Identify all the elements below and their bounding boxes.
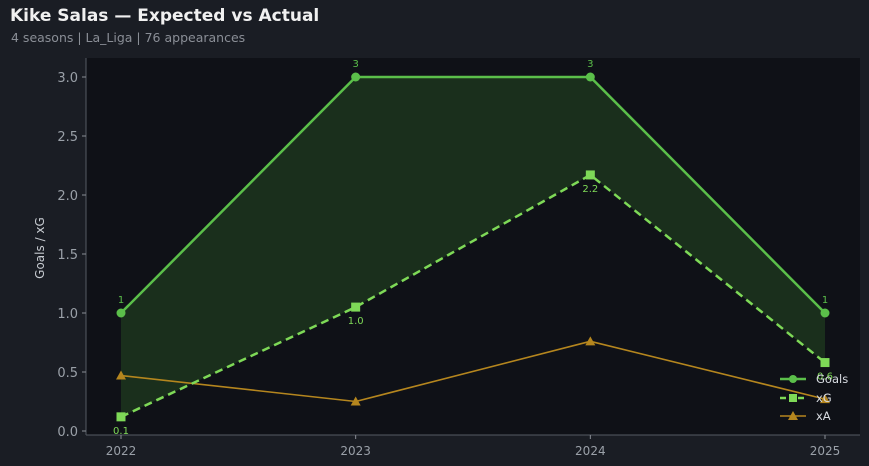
goals-data-label: 1: [822, 295, 828, 306]
legend-label-xa: xA: [816, 409, 831, 423]
goals-marker: [820, 308, 830, 318]
chart-subtitle: 4 seasons | La_Liga | 76 appearances: [11, 30, 246, 45]
xa-marker: [585, 336, 596, 346]
x-tick-label: 2024: [575, 444, 606, 458]
goals-data-label: 1: [118, 295, 124, 306]
legend-marker-goals: [789, 375, 797, 383]
legend-label-xg: xG: [816, 391, 832, 405]
y-tick-label: 1.5: [57, 248, 78, 263]
series-line-xa: [120, 340, 826, 403]
goals-marker: [351, 72, 361, 82]
goals-marker: [585, 72, 595, 82]
x-tick-label: 2025: [810, 444, 841, 458]
series-line-goals: [120, 75, 826, 314]
chart-title: Kike Salas — Expected vs Actual: [10, 6, 320, 26]
xa-marker: [350, 396, 361, 406]
xg-marker: [585, 170, 595, 180]
goals-xg-fill: [121, 77, 825, 417]
x-tick-label: 2022: [106, 444, 137, 458]
xg-marker: [820, 358, 830, 368]
goals-data-label: 3: [352, 59, 358, 70]
y-tick-label: 0.0: [57, 425, 78, 440]
goals-data-label: 3: [587, 59, 593, 70]
xa-marker: [116, 370, 126, 380]
xg-data-label: 0.1: [113, 426, 129, 437]
y-axis-label: Goals / xG: [33, 217, 47, 279]
series-line-xg: [120, 173, 826, 418]
xa-marker: [820, 394, 830, 404]
xg-marker: [351, 302, 361, 312]
xg-data-label: 1.0: [348, 316, 364, 327]
xg-marker: [116, 412, 126, 422]
x-tick-label: 2023: [340, 444, 371, 458]
y-tick-label: 2.0: [57, 189, 78, 204]
xg-data-label: 2.2: [582, 184, 598, 195]
y-tick-label: 3.0: [57, 71, 78, 86]
xg-data-label: 0.6: [817, 372, 833, 383]
legend-marker-xg: [789, 394, 797, 402]
goals-marker: [116, 308, 126, 318]
y-tick-label: 0.5: [57, 366, 78, 381]
y-tick-label: 1.0: [57, 307, 78, 322]
legend-label-goals: Goals: [816, 372, 848, 386]
y-tick-label: 2.5: [57, 130, 78, 145]
legend-marker-xa: [788, 411, 798, 420]
